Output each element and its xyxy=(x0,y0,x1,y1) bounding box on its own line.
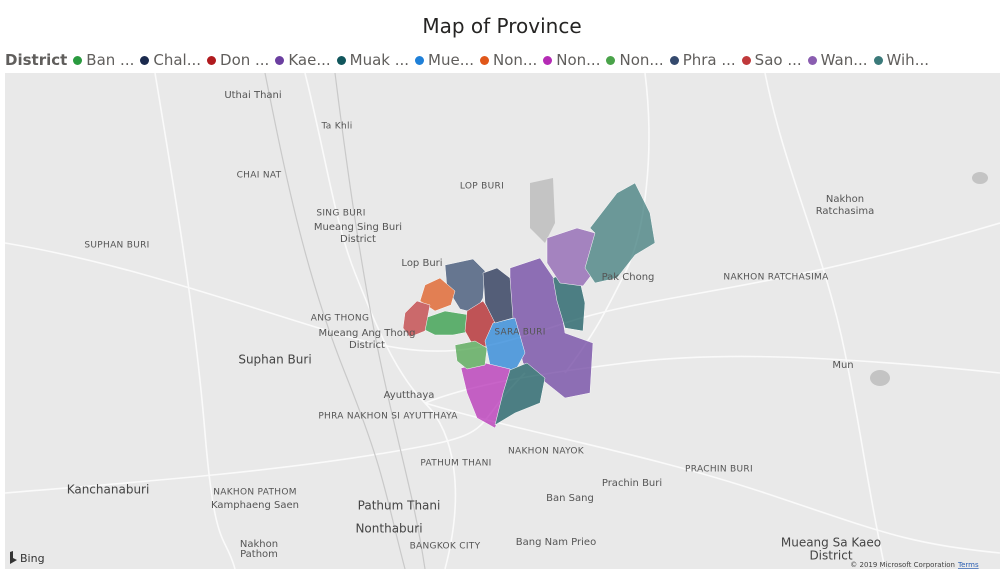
place: Ta Khli xyxy=(320,122,352,132)
legend-marker xyxy=(207,55,217,65)
provider: Bing xyxy=(20,552,45,565)
place: Nonthaburi xyxy=(355,522,422,536)
legend-text: Non... xyxy=(556,51,601,69)
place: Ratchasima xyxy=(816,206,875,217)
place: Nakhon xyxy=(240,539,278,550)
place: Pathom xyxy=(240,549,278,560)
place: NAKHON RATCHASIMA xyxy=(723,273,829,283)
legend-item[interactable]: Chal... xyxy=(140,51,201,69)
legend-text: Sao ... xyxy=(754,51,802,69)
legend-item[interactable]: Phra ... xyxy=(669,51,736,69)
legend-text: Don ... xyxy=(220,51,270,69)
legend-text: Wan... xyxy=(820,51,868,69)
district-area[interactable] xyxy=(584,182,656,284)
place: CHAI NAT xyxy=(237,171,282,181)
place: SARA BURI xyxy=(494,328,545,338)
legend-item[interactable]: Non... xyxy=(543,51,600,69)
places: Uthai Thani Ta Khli CHAI NAT LOP BURI SI… xyxy=(67,90,881,563)
place: Pak Chong xyxy=(602,272,655,283)
legend-item[interactable]: Kae... xyxy=(275,51,331,69)
attribution: Bing © 2019 Microsoft Corporation Terms xyxy=(10,551,979,569)
legend-item[interactable]: Wih... xyxy=(873,51,929,69)
legend-item[interactable]: Mue... xyxy=(415,51,474,69)
place: District xyxy=(349,340,385,351)
place: PHRA NAKHON SI AYUTTHAYA xyxy=(318,412,458,422)
legend-item[interactable]: Non... xyxy=(480,51,537,69)
place: PATHUM THANI xyxy=(420,459,491,469)
place: District xyxy=(340,234,376,245)
legend-marker xyxy=(415,55,425,65)
district-area[interactable] xyxy=(482,267,514,324)
legend-text: Muak ... xyxy=(349,51,410,69)
district-area[interactable] xyxy=(494,362,546,426)
place: Mueang Sa Kaeo xyxy=(781,536,881,550)
place: Ban Sang xyxy=(546,493,594,504)
place: Lop Buri xyxy=(401,258,442,269)
legend-text: Non... xyxy=(619,51,664,69)
place: LOP BURI xyxy=(460,182,504,192)
legend-marker xyxy=(807,55,817,65)
place: Mun xyxy=(832,360,853,371)
district-area[interactable] xyxy=(402,300,431,338)
district-area[interactable] xyxy=(546,227,596,287)
legend-marker xyxy=(606,55,616,65)
legend-item[interactable]: Non... xyxy=(606,51,664,69)
legend-marker xyxy=(140,55,150,65)
copyright: © 2019 Microsoft Corporation xyxy=(850,561,955,569)
district-area[interactable] xyxy=(454,340,488,370)
title: Map of Province xyxy=(422,14,582,38)
legend-marker xyxy=(336,55,346,65)
place: SING BURI xyxy=(316,209,365,219)
place: PRACHIN BURI xyxy=(685,465,753,475)
legend-marker xyxy=(741,55,751,65)
district-area[interactable] xyxy=(419,277,456,312)
place: Kamphaeng Saen xyxy=(211,500,299,511)
legend-item[interactable]: Sao ... xyxy=(741,51,802,69)
place: Ayutthaya xyxy=(384,390,435,401)
legend-item[interactable]: Don ... xyxy=(207,51,269,69)
legend-item[interactable]: Muak ... xyxy=(336,51,410,69)
rivers xyxy=(264,73,426,569)
place: Mueang Sing Buri xyxy=(314,222,402,233)
legend-item[interactable]: Wan... xyxy=(807,51,868,69)
place: District xyxy=(809,549,852,563)
place: BANGKOK CITY xyxy=(410,542,481,552)
legend-text: Non... xyxy=(493,51,538,69)
place: Pathum Thani xyxy=(358,499,441,513)
place: NAKHON PATHOM xyxy=(213,488,297,498)
legend-text: Wih... xyxy=(886,51,929,69)
legend-marker xyxy=(873,55,883,65)
legend-marker xyxy=(73,55,83,65)
legend-marker xyxy=(669,55,679,65)
bing-logo xyxy=(10,551,17,564)
legend-text: Phra ... xyxy=(682,51,736,69)
place: Mueang Ang Thong xyxy=(318,328,415,339)
legend: District Ban ... Chal... Don ... Kae... Muak… xyxy=(5,51,935,69)
districts xyxy=(402,182,656,429)
place: Uthai Thani xyxy=(224,90,281,101)
map: Uthai Thani Ta Khli CHAI NAT LOP BURI SI… xyxy=(5,73,1000,569)
place: ANG THONG xyxy=(311,314,369,324)
place: SUPHAN BURI xyxy=(84,241,149,251)
legend-text: Kae... xyxy=(288,51,331,69)
legend-text: Chal... xyxy=(153,51,202,69)
legend-item[interactable]: Ban ... xyxy=(73,51,134,69)
place: Prachin Buri xyxy=(602,478,662,489)
place: Nakhon xyxy=(826,194,864,205)
other-areas xyxy=(530,172,988,386)
place: Bang Nam Prieo xyxy=(516,537,596,548)
legend-marker xyxy=(275,55,285,65)
place: Kanchanaburi xyxy=(67,483,150,497)
legend-marker xyxy=(543,55,553,65)
legend-text: Ban ... xyxy=(86,51,135,69)
place: NAKHON NAYOK xyxy=(508,447,585,457)
legend-marker xyxy=(480,55,490,65)
legend-text: Mue... xyxy=(428,51,475,69)
legend-label: District xyxy=(5,51,68,69)
terms-link[interactable]: Terms xyxy=(957,561,979,569)
place: Suphan Buri xyxy=(238,353,311,367)
